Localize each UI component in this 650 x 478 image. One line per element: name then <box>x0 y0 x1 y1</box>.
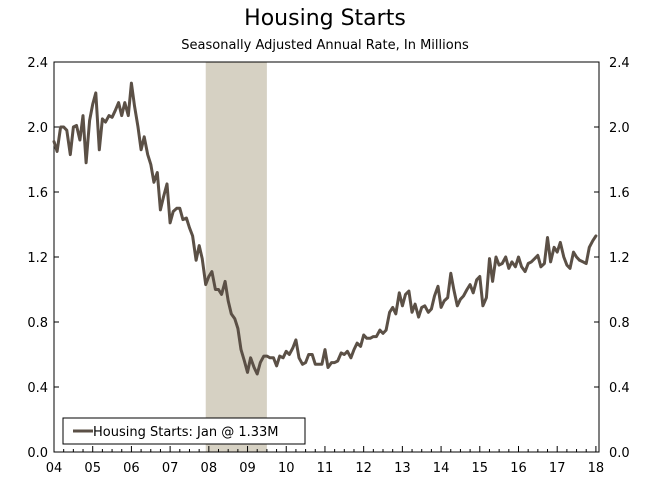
x-tick-label: 07 <box>162 461 179 476</box>
y-tick-label-right: 0.4 <box>609 381 630 396</box>
legend: Housing Starts: Jan @ 1.33M <box>62 417 306 445</box>
y-tick-label-right: 0.0 <box>609 446 630 461</box>
recession-shading <box>205 62 267 452</box>
x-tick-label: 11 <box>317 461 334 476</box>
x-tick-label: 09 <box>239 461 256 476</box>
x-tick-label: 18 <box>588 461 605 476</box>
y-tick-label-left: 0.4 <box>27 381 48 396</box>
y-tick-label-left: 0.8 <box>27 316 48 331</box>
y-tick-label-right: 1.2 <box>609 251 630 266</box>
x-tick-label: 10 <box>278 461 295 476</box>
y-tick-label-right: 2.4 <box>609 56 630 71</box>
axes-layer: 0.0 0.0 0.4 0.4 0.8 0.8 1.2 1.2 1.6 1.6 2.0 2.0 2.4 2… <box>27 56 629 476</box>
x-tick-label: 08 <box>201 461 218 476</box>
legend-label: Housing Starts: Jan @ 1.33M <box>93 425 279 440</box>
series-layer <box>52 81 598 376</box>
y-tick-label-right: 2.0 <box>609 121 630 136</box>
x-tick-label: 17 <box>549 461 566 476</box>
x-tick-label: 05 <box>84 461 101 476</box>
y-tick-label-left: 2.4 <box>27 56 48 71</box>
y-tick-label-right: 1.6 <box>609 186 630 201</box>
y-tick-label-left: 0.0 <box>27 446 48 461</box>
y-tick-label-right: 0.8 <box>609 316 630 331</box>
x-tick-label: 16 <box>510 461 527 476</box>
y-tick-label-left: 1.6 <box>27 186 48 201</box>
x-tick-label: 14 <box>433 461 450 476</box>
chart-subtitle: Seasonally Adjusted Annual Rate, In Mill… <box>181 38 469 53</box>
y-tick-label-left: 2.0 <box>27 121 48 136</box>
series-line-housing-starts <box>52 81 598 376</box>
x-tick-label: 13 <box>394 461 411 476</box>
legend-box <box>62 417 306 445</box>
x-tick-label: 06 <box>123 461 140 476</box>
x-tick-label: 15 <box>472 461 489 476</box>
chart-title: Housing Starts <box>244 6 406 31</box>
x-tick-label: 12 <box>355 461 372 476</box>
y-tick-label-left: 1.2 <box>27 251 48 266</box>
recession-layer <box>205 62 267 452</box>
x-tick-label: 04 <box>46 461 63 476</box>
